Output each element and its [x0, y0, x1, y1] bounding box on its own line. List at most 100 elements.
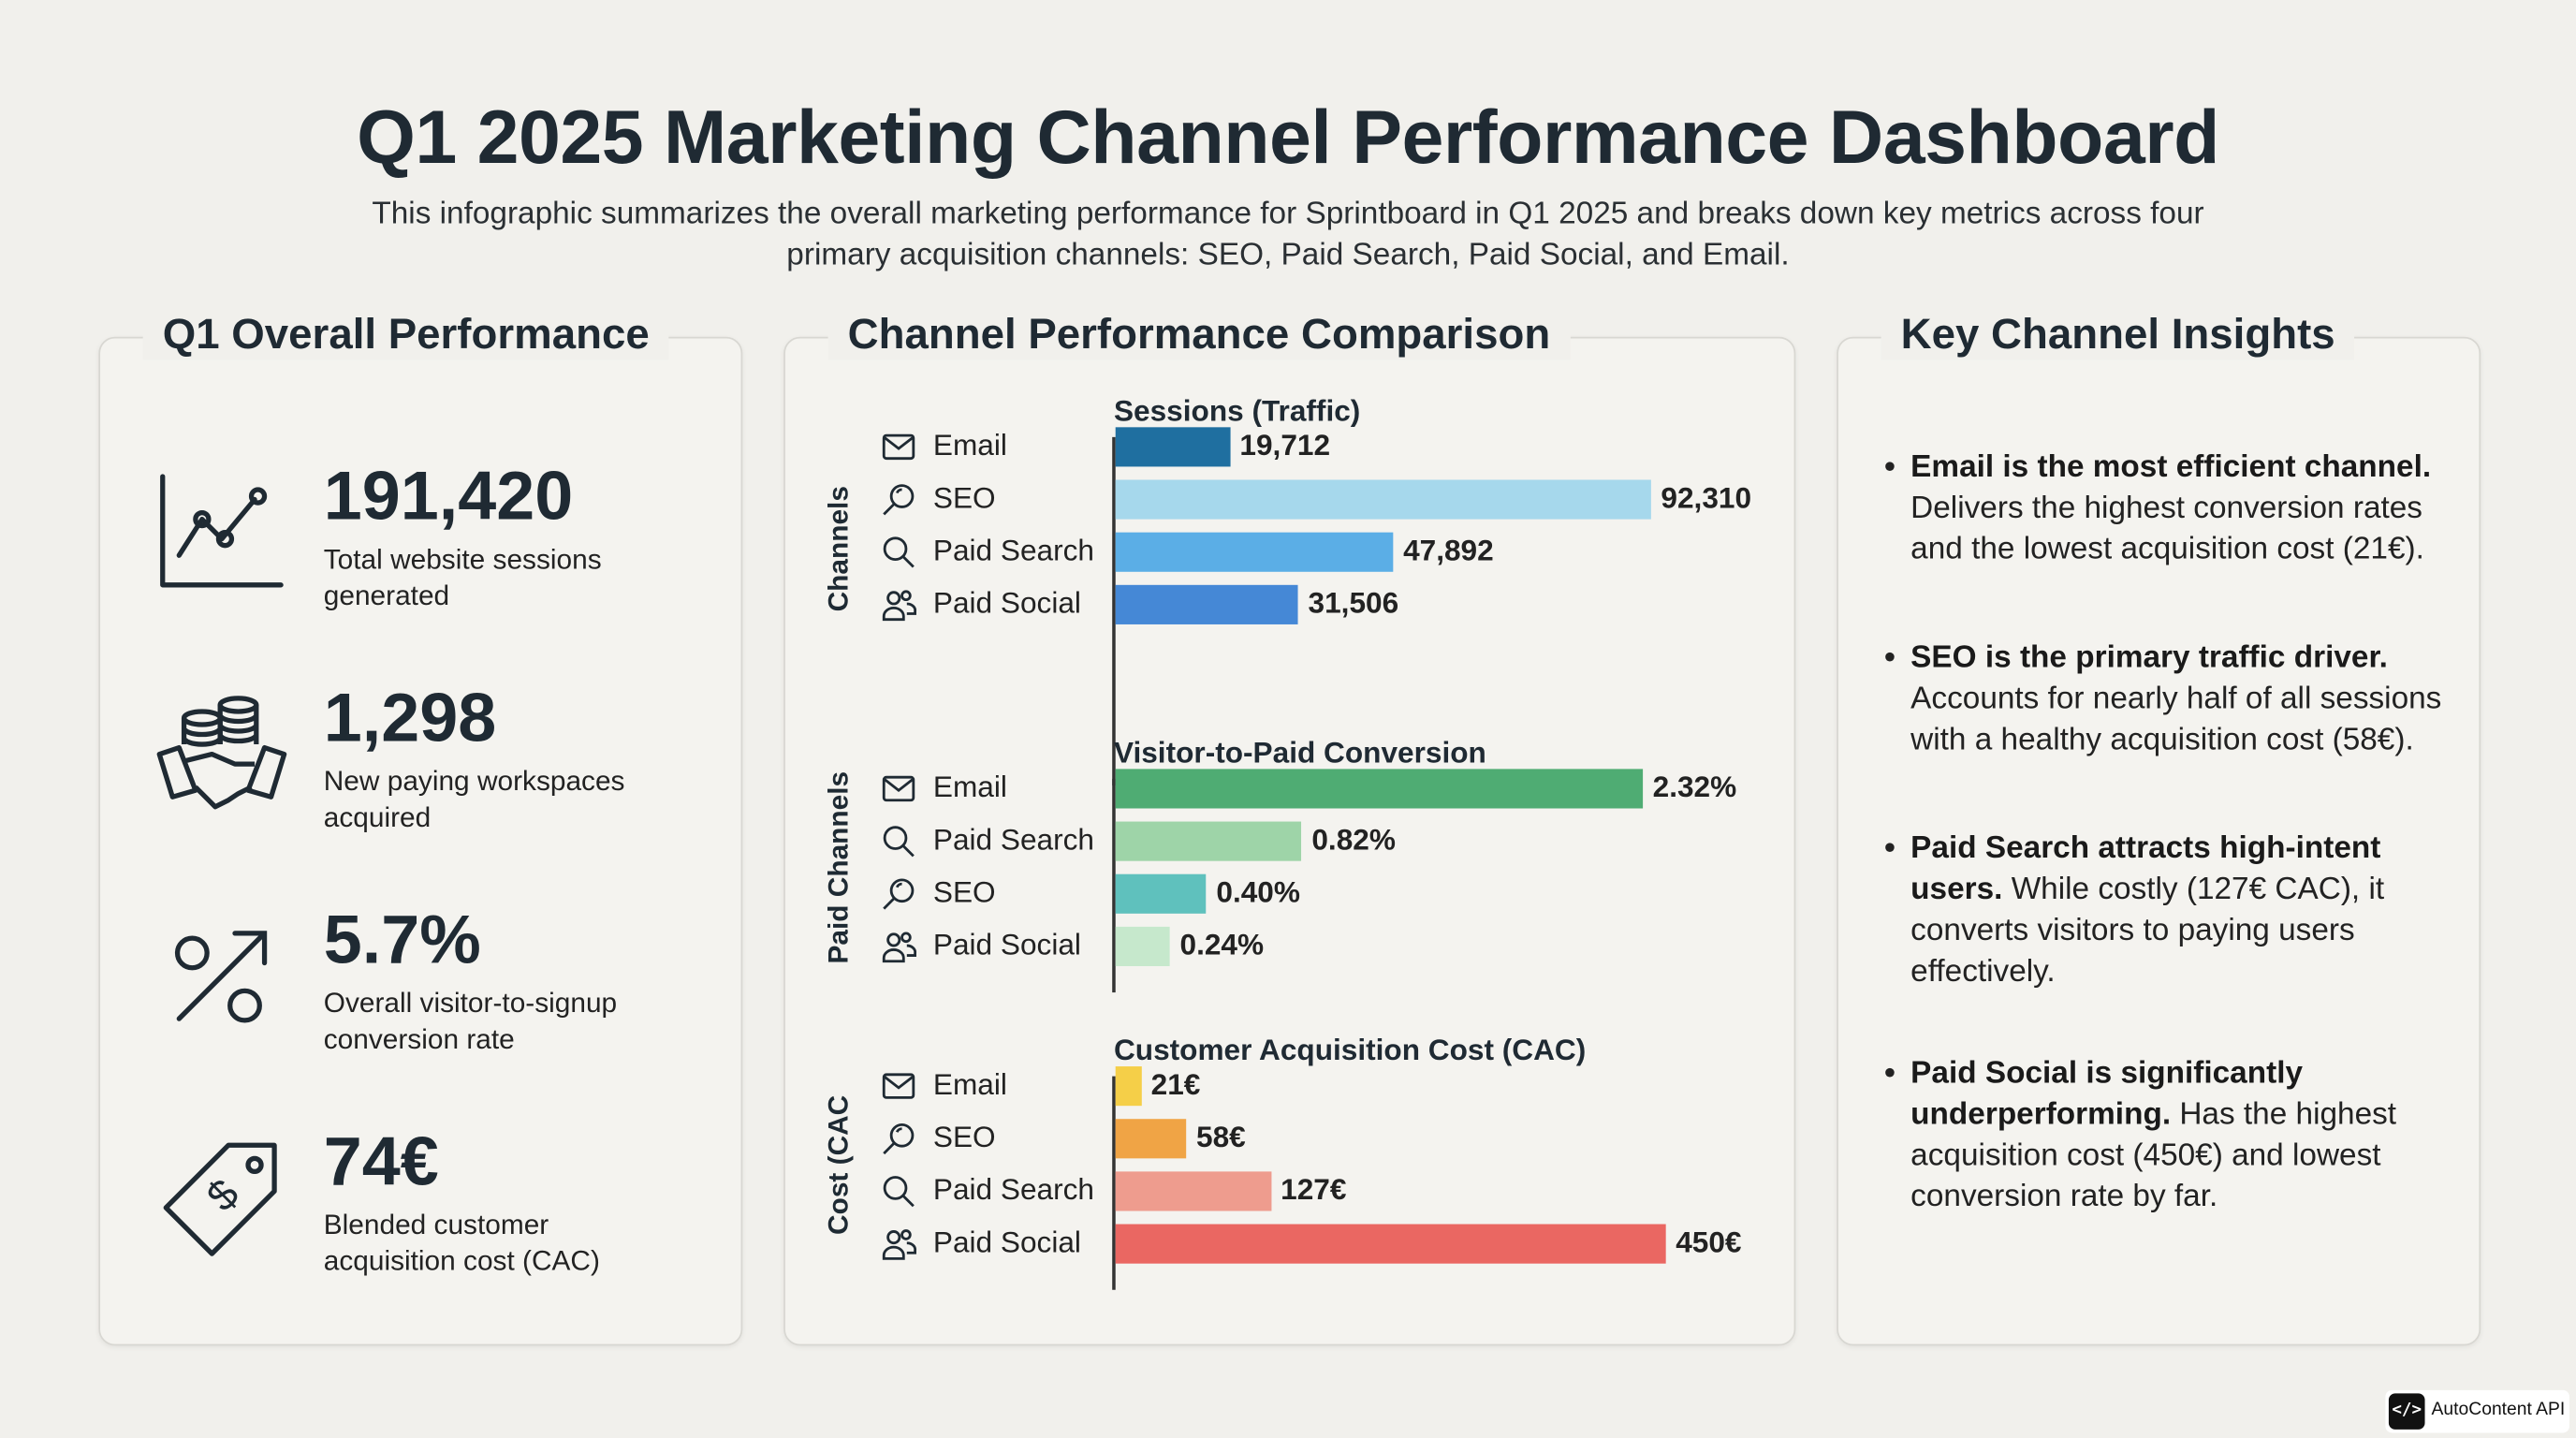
kpi-label: Overall visitor-to-signup conversion rat…	[323, 987, 618, 1055]
price-tag-icon: $	[163, 1142, 277, 1256]
kpi-sessions: 191,420 Total website sessions generated	[100, 457, 740, 651]
seo-magnifier-icon	[883, 484, 915, 516]
data-label: 19,712	[1239, 429, 1331, 462]
channel-comparison-panel: Channel Performance Comparison Sessions …	[783, 308, 1796, 1346]
bar-paid-social	[1115, 584, 1298, 624]
handshake-coins-icon	[156, 696, 287, 810]
data-label: 127€	[1281, 1173, 1347, 1207]
category-name: Paid Social	[932, 1225, 1081, 1259]
bar-email	[1115, 1066, 1142, 1107]
category-name: SEO	[932, 481, 996, 515]
seo-magnifier-icon	[883, 878, 915, 910]
users-icon	[882, 1229, 917, 1260]
bar-paid-search	[1115, 1171, 1271, 1211]
insight-text: While costly (127€ CAC), it converts vis…	[1910, 872, 2385, 990]
bar-email	[1115, 769, 1644, 809]
kpi-value: 5.7%	[323, 900, 481, 978]
insight-heading: Paid Social is significantly underperfor…	[1910, 1056, 2304, 1133]
category-name: Paid Search	[932, 534, 1095, 567]
insight-item: • Email is the most efficient channel. De…	[1884, 447, 2443, 570]
bullet-icon: •	[1884, 1056, 1895, 1092]
search-icon	[883, 826, 915, 858]
bar-seo	[1115, 479, 1651, 520]
badge-label: AutoContent API	[2431, 1400, 2566, 1420]
svg-text:$: $	[198, 1169, 248, 1220]
data-label: 47,892	[1403, 534, 1494, 567]
page-subtitle: This infographic summarizes the overall …	[372, 197, 2204, 273]
y-axis-line	[1112, 1076, 1115, 1290]
kpi-workspaces: 1,298 New paying workspaces acquired	[100, 679, 740, 873]
data-label: 31,506	[1308, 586, 1399, 620]
bar-paid-search	[1115, 532, 1394, 572]
data-label: 450€	[1676, 1225, 1742, 1259]
search-icon	[883, 1176, 915, 1208]
data-label: 2.32%	[1652, 770, 1737, 804]
category-name: Paid Social	[932, 928, 1081, 961]
chart-title: Visitor-to-Paid Conversion	[1113, 736, 1486, 770]
data-label: 21€	[1150, 1067, 1201, 1101]
kpi-label: Blended customer acquisition cost (CAC)	[323, 1209, 600, 1277]
data-label: 58€	[1196, 1120, 1246, 1154]
category-name: Paid Social	[932, 586, 1081, 620]
y-axis-line	[1112, 778, 1115, 993]
insight-heading: Email is the most efficient channel.	[1910, 449, 2432, 485]
bullet-icon: •	[1884, 831, 1895, 866]
users-icon	[882, 932, 917, 963]
kpi-label: Total website sessions generated	[323, 543, 602, 611]
mail-icon	[882, 775, 915, 802]
y-axis-label: Paid Channels	[823, 770, 855, 964]
bullet-icon: •	[1884, 449, 1895, 485]
y-axis-label: Cost (CAC	[823, 1094, 855, 1235]
category-name: Email	[932, 770, 1007, 804]
panel-title: Q1 Overall Performance	[142, 308, 669, 360]
overall-performance-panel: Q1 Overall Performance 191,420 Total web…	[98, 308, 743, 1346]
category-name: SEO	[932, 1120, 996, 1154]
data-label: 0.82%	[1311, 823, 1396, 857]
category-name: Paid Search	[932, 823, 1095, 857]
bar-paid-social	[1115, 926, 1170, 966]
insight-text: Has the highest acquisition cost (450€) …	[1910, 1097, 2397, 1215]
seo-magnifier-icon	[883, 1123, 915, 1155]
insights-panel: Key Channel Insights • Email is the most …	[1837, 308, 2481, 1346]
bar-seo	[1115, 1119, 1187, 1159]
y-axis-line	[1112, 436, 1115, 785]
insight-item: • Paid Social is significantly underperfo…	[1884, 1053, 2443, 1218]
mail-icon	[882, 433, 915, 461]
bar-paid-social	[1115, 1224, 1666, 1264]
kpi-value: 191,420	[323, 456, 574, 535]
insight-heading: Paid Search attracts high-intent users.	[1910, 831, 2381, 907]
mail-icon	[882, 1073, 915, 1099]
insight-text: Delivers the highest conversion rates an…	[1910, 491, 2424, 567]
kpi-conversion: 5.7% Overall visitor-to-signup conversio…	[100, 901, 740, 1094]
kpi-value: 1,298	[323, 678, 497, 756]
chart-title: Sessions (Traffic)	[1113, 394, 1361, 428]
bullet-icon: •	[1884, 640, 1895, 676]
code-logo-icon: </>	[2388, 1393, 2425, 1430]
bar-paid-search	[1115, 821, 1302, 861]
panel-title: Channel Performance Comparison	[827, 308, 1571, 360]
percent-arrow-icon	[174, 931, 268, 1023]
category-name: SEO	[932, 875, 996, 909]
autocontent-badge[interactable]: </> AutoContent API	[2385, 1389, 2569, 1433]
insight-item: • SEO is the primary traffic driver. Acco…	[1884, 638, 2443, 761]
kpi-cac: $ 74€ Blended customer acquisition cost …	[100, 1123, 740, 1316]
insight-item: • Paid Search attracts high-intent users.…	[1884, 829, 2443, 993]
insight-heading: SEO is the primary traffic driver.	[1910, 640, 2388, 676]
data-label: 0.24%	[1179, 928, 1265, 961]
category-name: Email	[932, 1067, 1007, 1101]
category-name: Paid Search	[932, 1173, 1095, 1207]
data-label: 0.40%	[1216, 875, 1300, 909]
bar-email	[1115, 427, 1230, 467]
insight-text: Accounts for nearly half of all sessions…	[1910, 682, 2442, 758]
bar-seo	[1115, 873, 1207, 914]
data-label: 92,310	[1661, 481, 1752, 515]
kpi-value: 74€	[323, 1122, 439, 1200]
y-axis-label: Channels	[823, 486, 855, 612]
panel-title: Key Channel Insights	[1881, 308, 2355, 360]
line-chart-icon	[160, 474, 284, 588]
page-title: Q1 2025 Marketing Channel Performance Da…	[357, 94, 2219, 180]
users-icon	[882, 590, 917, 622]
kpi-label: New paying workspaces acquired	[323, 765, 625, 833]
chart-title: Customer Acquisition Cost (CAC)	[1113, 1033, 1587, 1067]
